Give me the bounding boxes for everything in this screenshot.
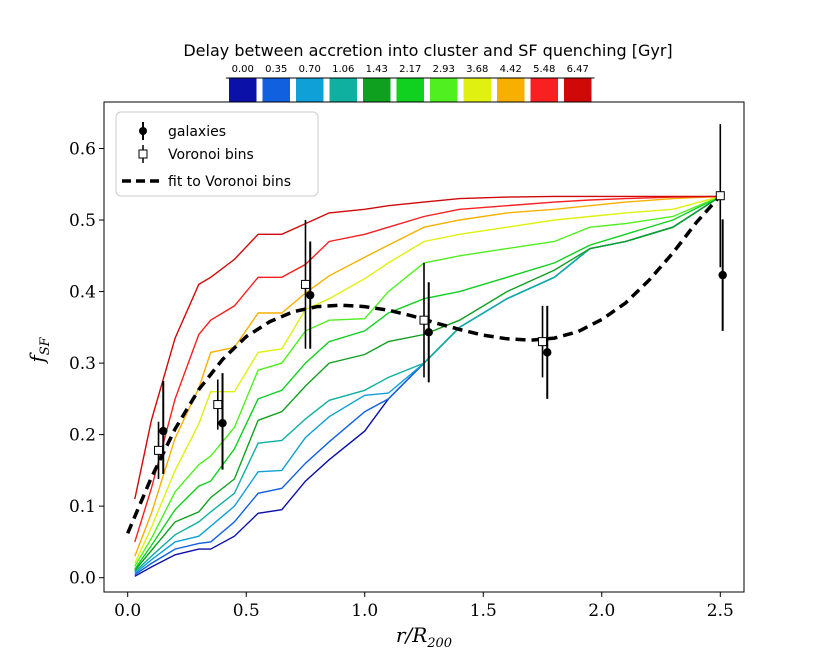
- colorbar-tick-label: 3.68: [466, 64, 488, 75]
- legend-box: [115, 111, 319, 197]
- colorbar-tick-label: 0.35: [265, 64, 287, 75]
- colorbar-tick-label: 2.17: [399, 64, 421, 75]
- colorbar-ticks: 0.00 0.35 0.70 1.06 1.43 2.17 2.93 3.68 4.42 5.48…: [232, 64, 589, 75]
- model-line-1.06: [134, 195, 721, 573]
- colorbar-cell-9: [530, 78, 558, 102]
- x-tick-label: 2.5: [707, 601, 734, 621]
- galaxy-point: [424, 328, 433, 337]
- legend-item-voronoi: Voronoi bins: [138, 145, 254, 163]
- colorbar-cell-0: [229, 78, 257, 102]
- model-line-2.93: [134, 195, 721, 567]
- y-tick-label: 0.3: [69, 354, 96, 374]
- voronoi-point: [213, 400, 223, 410]
- colorbar-cell-8: [497, 78, 525, 102]
- legend-item-galaxies: galaxies: [139, 122, 226, 140]
- voronoi-point: [154, 445, 164, 455]
- galaxy-point: [306, 290, 315, 300]
- colorbar: Delay between accretion into cluster and…: [183, 41, 673, 102]
- legend: galaxies Voronoi bins fit to Voronoi bin…: [115, 111, 319, 197]
- colorbar-tick-label: 4.42: [500, 64, 522, 75]
- y-tick-label: 0.6: [69, 139, 96, 159]
- model-line-1.43: [134, 195, 721, 571]
- colorbar-cell-4: [363, 78, 391, 102]
- colorbar-cell-6: [430, 78, 458, 102]
- galaxy-point: [718, 270, 727, 280]
- voronoi-point: [538, 337, 548, 347]
- colorbar-cell-1: [262, 78, 290, 102]
- voronoi-point: [300, 279, 310, 289]
- model-line-6.47: [134, 195, 721, 500]
- galaxy-point: [218, 418, 227, 428]
- colorbar-cells: [226, 77, 595, 102]
- colorbar-tick-label: 1.06: [332, 64, 354, 75]
- galaxy-point: [159, 426, 168, 436]
- y-axis-label: fSF: [25, 336, 53, 364]
- y-tick-label: 0.4: [69, 283, 96, 303]
- x-tick-label: 2.0: [588, 601, 615, 621]
- colorbar-cell-5: [396, 78, 424, 102]
- legend-label-voronoi: Voronoi bins: [168, 147, 254, 163]
- legend-galaxy-marker: [139, 127, 147, 135]
- voronoi-points: [154, 124, 725, 479]
- colorbar-cell-10: [564, 78, 592, 102]
- colorbar-title: Delay between accretion into cluster and…: [183, 41, 672, 60]
- colorbar-tick-label: 0.00: [232, 64, 254, 75]
- y-tick-label: 0.0: [69, 569, 96, 589]
- galaxy-point: [543, 348, 552, 357]
- model-lines: [134, 195, 721, 577]
- colorbar-tick-label: 5.48: [533, 64, 555, 75]
- voronoi-point: [715, 191, 725, 201]
- colorbar-tick-label: 1.43: [366, 64, 388, 75]
- legend-label-fit: fit to Voronoi bins: [168, 174, 291, 190]
- y-tick-label: 0.2: [69, 426, 96, 446]
- colorbar-tick-label: 2.93: [433, 64, 455, 75]
- legend-voronoi-marker: [138, 149, 148, 159]
- colorbar-cell-7: [463, 78, 491, 102]
- colorbar-tick-label: 0.70: [299, 64, 321, 75]
- voronoi-point: [419, 315, 429, 325]
- y-tick-label: 0.5: [69, 211, 96, 231]
- x-tick-label: 0.0: [114, 601, 141, 621]
- y-tick-label: 0.1: [69, 497, 96, 517]
- model-line-3.68: [134, 195, 721, 564]
- y-axis-ticks: 0.0 0.1 0.2 0.3 0.4 0.5 0.6: [69, 139, 104, 589]
- model-line-5.48: [134, 195, 721, 543]
- colorbar-cell-2: [296, 78, 324, 102]
- x-axis-label: r/R200: [396, 623, 452, 651]
- legend-label-galaxies: galaxies: [168, 124, 226, 140]
- legend-item-fit: fit to Voronoi bins: [122, 174, 291, 190]
- model-line-2.17: [134, 195, 721, 570]
- x-axis-ticks: 0.0 0.5 1.0 1.5 2.0 2.5: [114, 592, 734, 621]
- galaxy-points: [159, 219, 727, 474]
- x-tick-label: 0.5: [233, 601, 260, 621]
- plot-frame: [103, 101, 745, 593]
- x-tick-label: 1.0: [351, 601, 378, 621]
- colorbar-cell-3: [329, 78, 357, 102]
- x-tick-label: 1.5: [470, 601, 497, 621]
- colorbar-tick-label: 6.47: [567, 64, 589, 75]
- model-line-4.42: [134, 195, 721, 557]
